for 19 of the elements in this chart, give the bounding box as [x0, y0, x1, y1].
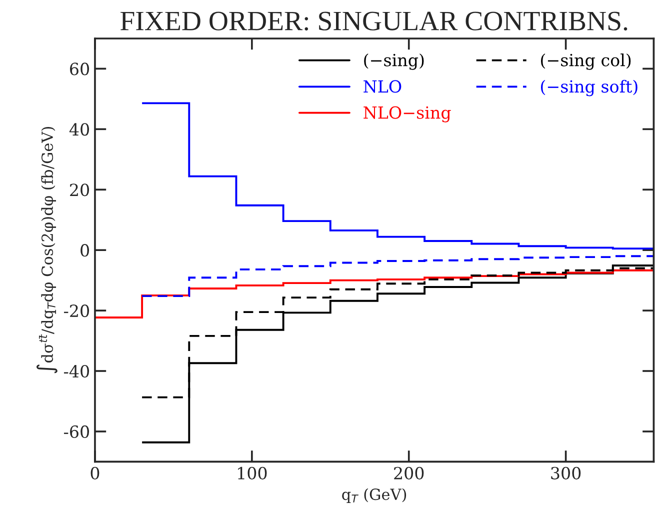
- x-axis-title: q$_{T}$ (GeV): [342, 488, 406, 504]
- chart-title: FIXED ORDER: SINGULAR CONTRIBNS.: [120, 12, 628, 31]
- y-tick-label: 60: [70, 62, 90, 76]
- y-tick-label: 0: [80, 244, 90, 257]
- y-tick-label: -40: [64, 364, 90, 378]
- legend-label: (−sing col): [541, 53, 631, 70]
- legend-label: (−sing soft): [541, 80, 638, 96]
- y-tick-label: 20: [70, 184, 90, 196]
- x-tick-label: 100: [238, 466, 267, 480]
- y-tick-label: 40: [69, 123, 90, 136]
- x-tick-label: 300: [551, 466, 581, 480]
- legend-label: (−sing): [364, 53, 424, 70]
- y-axis-title: ∫dσ$^{tt̄}$/dq$_{T}$dφ Cos(2φ)dφ (fb/GeV): [36, 127, 58, 374]
- x-tick-label: 200: [394, 466, 424, 480]
- legend-label: NLO: [364, 80, 402, 93]
- y-tick-label: -20: [64, 304, 90, 318]
- x-tick-label: 0: [90, 466, 100, 480]
- legend-label: NLO−sing: [364, 106, 451, 122]
- y-tick-label: -60: [64, 425, 90, 438]
